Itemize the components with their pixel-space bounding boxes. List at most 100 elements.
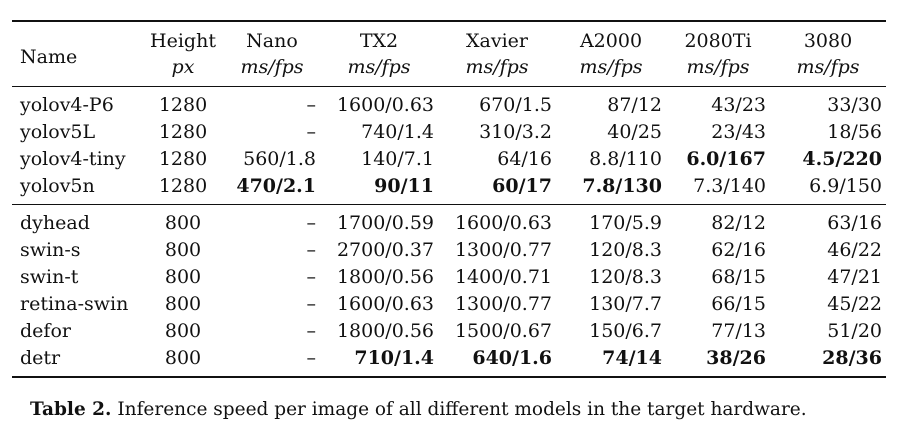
speed-cell: 23/43 bbox=[711, 121, 766, 143]
header-rule bbox=[12, 86, 886, 87]
height-cell: 800 bbox=[164, 212, 202, 234]
speed-cell: 8.8/110 bbox=[589, 148, 662, 170]
model-name-cell: yolov5n bbox=[20, 175, 95, 197]
unit-label: ms/fps bbox=[579, 56, 643, 78]
speed-cell: 1500/0.67 bbox=[454, 320, 552, 342]
table-group-1280: yolov4-P6 1280 –1600/0.63 670/1.5 87/12 43/23… bbox=[12, 86, 886, 204]
unit-label: ms/fps bbox=[686, 56, 750, 78]
speed-cell: 77/13 bbox=[711, 320, 766, 342]
height-cell: 800 bbox=[164, 239, 202, 261]
speed-cell: 64/16 bbox=[497, 148, 552, 170]
table-row: detr 800 – 710/1.4 640/1.6 74/14 38/26 28/36 bbox=[12, 345, 886, 376]
height-cell: 1280 bbox=[158, 148, 208, 170]
caption-label: Table 2. bbox=[30, 399, 112, 420]
bottom-rule bbox=[12, 376, 886, 378]
column-header-7: 3080 bbox=[803, 30, 853, 52]
model-name-cell: detr bbox=[20, 347, 61, 369]
speed-cell: 120/8.3 bbox=[589, 266, 662, 288]
speed-cell: 60/17 bbox=[492, 175, 552, 197]
speed-cell: 560/1.8 bbox=[243, 148, 316, 170]
column-header-1: Height bbox=[150, 30, 216, 52]
model-name-cell: retina-swin bbox=[20, 293, 129, 315]
model-name-cell: dyhead bbox=[20, 212, 90, 234]
speed-cell: 1800/0.56 bbox=[336, 320, 434, 342]
speed-cell: 46/22 bbox=[827, 239, 882, 261]
height-cell: 1280 bbox=[158, 175, 208, 197]
speed-cell: 28/36 bbox=[822, 347, 882, 369]
speed-cell: 150/6.7 bbox=[589, 320, 662, 342]
speed-cell: 66/15 bbox=[711, 293, 766, 315]
height-cell: 1280 bbox=[158, 94, 208, 116]
column-unit-4: ms/fps bbox=[438, 54, 556, 86]
speed-cell: 310/3.2 bbox=[479, 121, 552, 143]
speed-cell: 740/1.4 bbox=[361, 121, 434, 143]
speed-cell: 43/23 bbox=[711, 94, 766, 116]
caption-text: Inference speed per image of all differe… bbox=[111, 399, 807, 420]
speed-cell: – bbox=[306, 293, 317, 315]
table-row: yolov4-tiny 1280 560/1.8 140/7.1 64/16 8.8/11… bbox=[12, 146, 886, 173]
table-row: yolov5L 1280 – 740/1.4 310/3.2 40/25 23/43 18/5… bbox=[12, 119, 886, 146]
speed-cell: – bbox=[306, 212, 317, 234]
speed-cell: 7.3/140 bbox=[693, 175, 766, 197]
speed-cell: 1600/0.63 bbox=[336, 94, 434, 116]
speed-cell: 6.0/167 bbox=[686, 148, 766, 170]
speed-cell: 1600/0.63 bbox=[454, 212, 552, 234]
inference-speed-table: Name Height Nano TX2 Xavier A2000 2080Ti 3080 p… bbox=[12, 20, 886, 376]
speed-cell: 710/1.4 bbox=[354, 347, 434, 369]
speed-cell: 68/15 bbox=[711, 266, 766, 288]
column-header-5: A2000 bbox=[579, 30, 643, 52]
speed-cell: 1600/0.63 bbox=[336, 293, 434, 315]
speed-cell: – bbox=[306, 320, 317, 342]
results-table-wrapper: Name Height Nano TX2 Xavier A2000 2080Ti 3080 p… bbox=[12, 20, 886, 378]
speed-cell: 6.9/150 bbox=[809, 175, 882, 197]
table-row: yolov4-P6 1280 –1600/0.63 670/1.5 87/12 43/23… bbox=[12, 86, 886, 119]
speed-cell: 1300/0.77 bbox=[454, 239, 552, 261]
group-separator-rule bbox=[12, 204, 886, 205]
unit-label: ms/fps bbox=[347, 56, 411, 78]
speed-cell: 140/7.1 bbox=[361, 148, 434, 170]
model-name-cell: yolov4-P6 bbox=[20, 94, 114, 116]
speed-cell: 170/5.9 bbox=[589, 212, 662, 234]
unit-label: ms/fps bbox=[465, 56, 529, 78]
table-row: swin-t 800 –1800/0.56 1400/0.71 120/8.3 68/15… bbox=[12, 264, 886, 291]
height-cell: 1280 bbox=[158, 121, 208, 143]
column-unit-1: px bbox=[142, 54, 224, 86]
unit-label: px bbox=[171, 56, 195, 78]
speed-cell: 130/7.7 bbox=[589, 293, 662, 315]
unit-label: ms/fps bbox=[796, 56, 860, 78]
column-header-6: 2080Ti bbox=[684, 30, 752, 52]
height-cell: 800 bbox=[164, 320, 202, 342]
column-unit-5: ms/fps bbox=[556, 54, 666, 86]
speed-cell: 40/25 bbox=[607, 121, 662, 143]
speed-cell: 74/14 bbox=[602, 347, 662, 369]
column-unit-6: ms/fps bbox=[666, 54, 770, 86]
table-row: swin-s 800 –2700/0.37 1300/0.77 120/8.3 62/16… bbox=[12, 237, 886, 264]
speed-cell: 87/12 bbox=[607, 94, 662, 116]
column-header-3: TX2 bbox=[359, 30, 399, 52]
height-cell: 800 bbox=[164, 293, 202, 315]
column-unit-7: ms/fps bbox=[770, 54, 886, 86]
column-header-4: Xavier bbox=[466, 30, 528, 52]
model-name-cell: swin-s bbox=[20, 239, 81, 261]
header-row-titles: Name Height Nano TX2 Xavier A2000 2080Ti 3080 bbox=[12, 20, 886, 68]
table-row: defor 800 –1800/0.56 1500/0.67 150/6.7 77/13 5… bbox=[12, 318, 886, 345]
speed-cell: – bbox=[306, 121, 317, 143]
top-rule bbox=[12, 20, 886, 22]
speed-cell: 1700/0.59 bbox=[336, 212, 434, 234]
height-cell: 800 bbox=[164, 347, 202, 369]
speed-cell: 120/8.3 bbox=[589, 239, 662, 261]
speed-cell: 640/1.6 bbox=[472, 347, 552, 369]
model-name-cell: swin-t bbox=[20, 266, 79, 288]
table-header: Name Height Nano TX2 Xavier A2000 2080Ti 3080 p… bbox=[12, 20, 886, 86]
unit-label: ms/fps bbox=[240, 56, 304, 78]
speed-cell: 45/22 bbox=[827, 293, 882, 315]
speed-cell: 47/21 bbox=[827, 266, 882, 288]
table-row: yolov5n 1280 470/2.1 90/11 60/17 7.8/130 7.3/1… bbox=[12, 173, 886, 204]
column-unit-2: ms/fps bbox=[224, 54, 320, 86]
speed-cell: – bbox=[306, 347, 317, 369]
table-group-800: dyhead 800–1700/0.59 1600/0.63 170/5.9 82/12… bbox=[12, 204, 886, 376]
table-caption: Table 2. Inference speed per image of al… bbox=[30, 399, 880, 420]
speed-cell: 7.8/130 bbox=[582, 175, 662, 197]
speed-cell: 51/20 bbox=[827, 320, 882, 342]
table-row: dyhead 800 –1700/0.59 1600/0.63 170/5.9 82/12… bbox=[12, 204, 886, 237]
